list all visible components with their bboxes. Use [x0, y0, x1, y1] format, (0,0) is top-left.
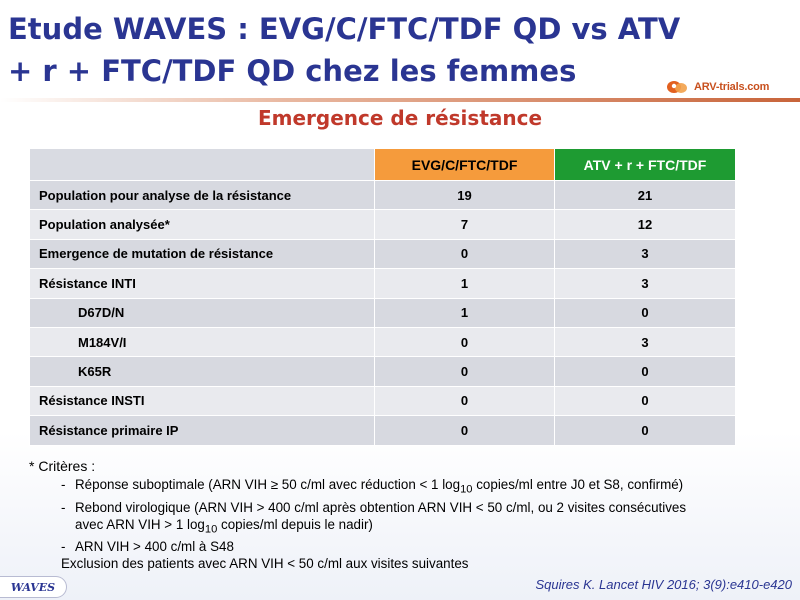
- criteria-text: Rebond virologique (ARN VIH > 400 c/ml a…: [75, 499, 687, 515]
- row-label: D67D/N: [29, 297, 375, 328]
- section-subtitle: Emergence de résistance: [257, 106, 543, 130]
- header-corner: [29, 148, 375, 181]
- table-row: Résistance INTI 1 3: [29, 268, 736, 299]
- row-label: Emergence de mutation de résistance: [29, 238, 375, 270]
- table-row: Résistance primaire IP 0 0: [29, 415, 736, 446]
- logo-mark-icon: [667, 81, 687, 93]
- row-label: Population analysée*: [29, 209, 375, 240]
- title-divider: [0, 98, 800, 102]
- bullet-dash: -: [61, 499, 66, 515]
- slide-title: Etude WAVES : EVG/C/FTC/TDF QD vs ATV + …: [8, 12, 681, 88]
- cell-atv: 3: [554, 238, 736, 270]
- cell-evg: 7: [374, 209, 555, 240]
- cell-evg: 0: [374, 415, 555, 446]
- criteria-item: - Réponse suboptimale (ARN VIH ≥ 50 c/ml…: [29, 476, 789, 499]
- logo-text: ARV-trials.com: [694, 81, 770, 93]
- cell-atv: 12: [554, 209, 736, 240]
- cell-evg: 0: [374, 356, 555, 387]
- citation: Squires K. Lancet HIV 2016; 3(9):e410-e4…: [535, 577, 792, 592]
- cell-evg: 0: [374, 385, 555, 417]
- cell-atv: 0: [554, 356, 736, 387]
- study-badge: WAVES: [0, 576, 67, 598]
- table-header-row: EVG/C/FTC/TDF ATV + r + FTC/TDF: [29, 148, 736, 181]
- exclusion-note: Exclusion des patients avec ARN VIH < 50…: [61, 556, 469, 572]
- table-row: Population analysée* 7 12: [29, 209, 736, 240]
- table-row: M184V/I 0 3: [29, 326, 736, 358]
- cell-atv: 0: [554, 297, 736, 328]
- cell-atv: 0: [554, 415, 736, 446]
- bullet-dash: -: [61, 477, 66, 492]
- cell-atv: 3: [554, 326, 736, 358]
- notes-heading: * Critères :: [29, 458, 96, 474]
- header-evg: EVG/C/FTC/TDF: [374, 148, 555, 181]
- cell-evg: 0: [374, 238, 555, 270]
- row-label: M184V/I: [29, 326, 375, 358]
- bullet-dash: -: [61, 539, 66, 555]
- criteria-text: ARN VIH > 400 c/ml à S48: [75, 539, 234, 555]
- cell-evg: 0: [374, 326, 555, 358]
- table-row: Résistance INSTI 0 0: [29, 385, 736, 417]
- cell-atv: 21: [554, 179, 736, 211]
- criteria-text: Réponse suboptimale (ARN VIH ≥ 50 c/ml a…: [75, 477, 461, 492]
- resistance-table: EVG/C/FTC/TDF ATV + r + FTC/TDF Populati…: [29, 148, 736, 446]
- row-label: Résistance primaire IP: [29, 415, 375, 446]
- log-subscript: 10: [204, 523, 218, 536]
- row-label: Population pour analyse de la résistance: [29, 179, 375, 211]
- cell-evg: 19: [374, 179, 555, 211]
- table-row: Population pour analyse de la résistance…: [29, 179, 736, 211]
- cell-evg: 1: [374, 297, 555, 328]
- criteria-text: copies/ml entre J0 et S8, confirmé): [472, 477, 684, 492]
- table-row: K65R 0 0: [29, 356, 736, 387]
- criteria-item: - ARN VIH > 400 c/ml à S48: [29, 538, 789, 555]
- log-subscript: 10: [460, 483, 473, 496]
- cell-atv: 0: [554, 385, 736, 417]
- criteria-notes: * Critères : - Réponse suboptimale (ARN …: [29, 458, 789, 572]
- arv-trials-logo: ARV-trials.com: [666, 78, 800, 96]
- criteria-text: avec ARN VIH > 1 log: [75, 516, 205, 532]
- cell-evg: 1: [374, 268, 555, 299]
- table-row: D67D/N 1 0: [29, 297, 736, 328]
- cell-atv: 3: [554, 268, 736, 299]
- row-label: Résistance INTI: [29, 268, 375, 299]
- criteria-text: copies/ml depuis le nadir): [217, 516, 373, 532]
- row-label: Résistance INSTI: [29, 385, 375, 417]
- header-atv: ATV + r + FTC/TDF: [554, 148, 736, 181]
- criteria-list: - Réponse suboptimale (ARN VIH ≥ 50 c/ml…: [29, 476, 789, 555]
- table-row: Emergence de mutation de résistance 0 3: [29, 238, 736, 270]
- criteria-item: - Rebond virologique (ARN VIH > 400 c/ml…: [29, 499, 789, 539]
- row-label: K65R: [29, 356, 375, 387]
